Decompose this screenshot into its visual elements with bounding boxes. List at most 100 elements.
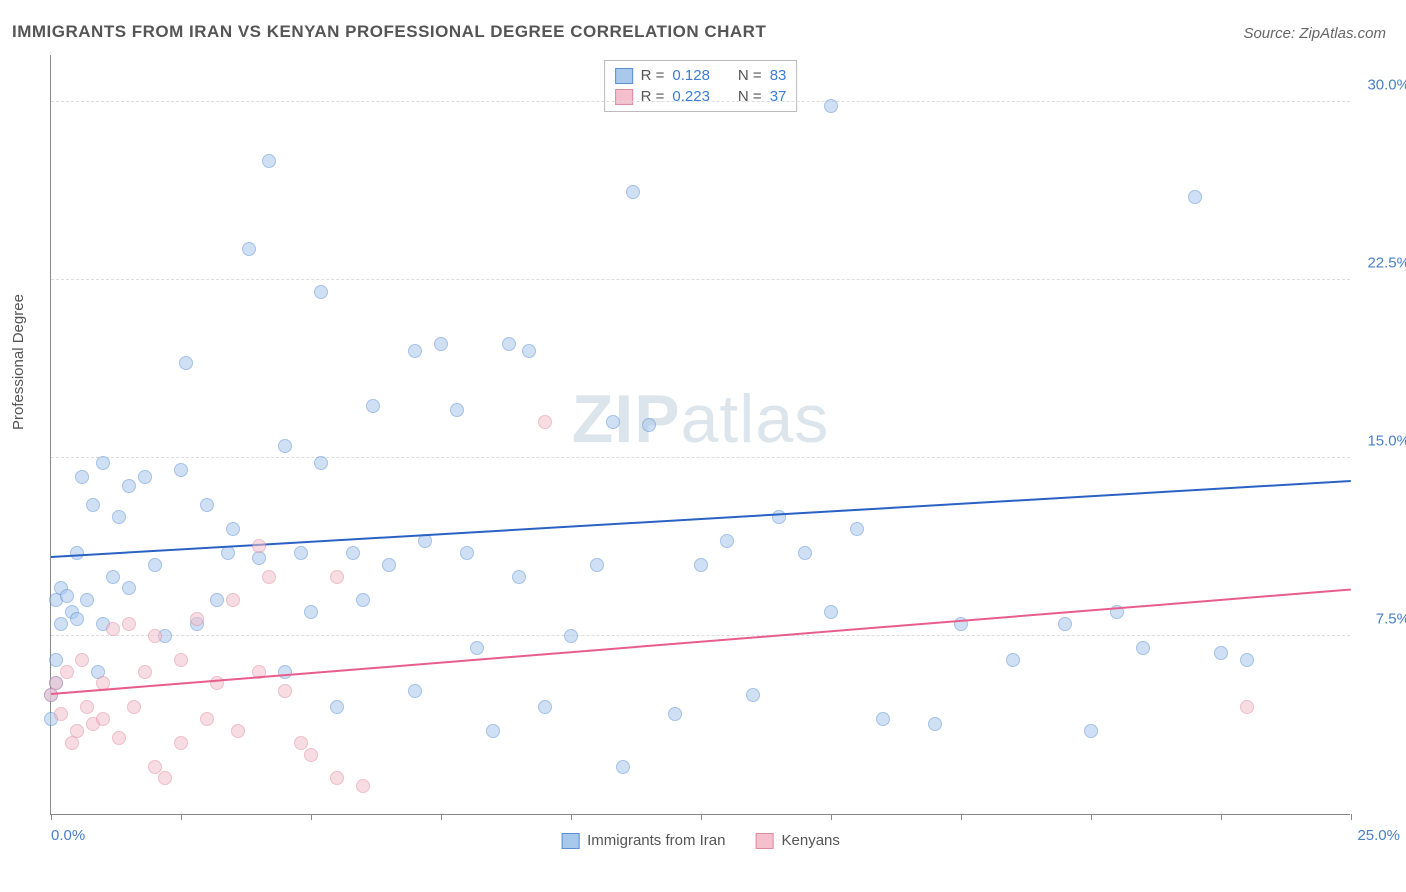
data-point bbox=[96, 712, 110, 726]
data-point bbox=[1188, 190, 1202, 204]
data-point bbox=[538, 415, 552, 429]
x-tick bbox=[311, 814, 312, 820]
data-point bbox=[148, 629, 162, 643]
data-point bbox=[70, 546, 84, 560]
data-point bbox=[158, 771, 172, 785]
data-point bbox=[278, 439, 292, 453]
data-point bbox=[242, 242, 256, 256]
data-point bbox=[262, 154, 276, 168]
data-point bbox=[112, 510, 126, 524]
data-point bbox=[330, 570, 344, 584]
x-tick bbox=[701, 814, 702, 820]
watermark-bold: ZIP bbox=[572, 381, 681, 457]
plot-area: ZIPatlas R =0.128N =83R =0.223N =37 Immi… bbox=[50, 55, 1350, 815]
data-point bbox=[70, 724, 84, 738]
data-point bbox=[80, 700, 94, 714]
legend-n-value: 37 bbox=[770, 88, 787, 105]
data-point bbox=[75, 470, 89, 484]
trendline bbox=[51, 480, 1351, 558]
data-point bbox=[798, 546, 812, 560]
series-legend-label: Kenyans bbox=[782, 832, 840, 849]
data-point bbox=[346, 546, 360, 560]
x-tick bbox=[1091, 814, 1092, 820]
legend-swatch bbox=[561, 833, 579, 849]
data-point bbox=[408, 344, 422, 358]
gridline bbox=[51, 457, 1350, 458]
data-point bbox=[564, 629, 578, 643]
data-point bbox=[668, 707, 682, 721]
data-point bbox=[330, 700, 344, 714]
data-point bbox=[226, 522, 240, 536]
data-point bbox=[49, 653, 63, 667]
data-point bbox=[60, 589, 74, 603]
series-legend-item: Immigrants from Iran bbox=[561, 832, 725, 849]
data-point bbox=[450, 403, 464, 417]
series-legend-item: Kenyans bbox=[756, 832, 840, 849]
x-tick bbox=[1221, 814, 1222, 820]
data-point bbox=[138, 665, 152, 679]
data-point bbox=[54, 707, 68, 721]
series-legend: Immigrants from Iran Kenyans bbox=[561, 832, 840, 849]
data-point bbox=[382, 558, 396, 572]
data-point bbox=[616, 760, 630, 774]
data-point bbox=[1240, 700, 1254, 714]
data-point bbox=[720, 534, 734, 548]
data-point bbox=[460, 546, 474, 560]
correlation-legend-row: R =0.223N =37 bbox=[615, 86, 787, 107]
chart-title: IMMIGRANTS FROM IRAN VS KENYAN PROFESSIO… bbox=[12, 22, 766, 42]
x-tick bbox=[831, 814, 832, 820]
data-point bbox=[127, 700, 141, 714]
data-point bbox=[1006, 653, 1020, 667]
data-point bbox=[356, 779, 370, 793]
data-point bbox=[148, 760, 162, 774]
data-point bbox=[200, 498, 214, 512]
data-point bbox=[1240, 653, 1254, 667]
correlation-legend-row: R =0.128N =83 bbox=[615, 65, 787, 86]
series-legend-label: Immigrants from Iran bbox=[587, 832, 725, 849]
data-point bbox=[434, 337, 448, 351]
x-tick bbox=[441, 814, 442, 820]
legend-swatch bbox=[615, 68, 633, 84]
data-point bbox=[179, 356, 193, 370]
y-axis-label: Professional Degree bbox=[10, 294, 27, 430]
data-point bbox=[876, 712, 890, 726]
data-point bbox=[122, 581, 136, 595]
data-point bbox=[174, 653, 188, 667]
data-point bbox=[626, 185, 640, 199]
data-point bbox=[824, 605, 838, 619]
data-point bbox=[210, 593, 224, 607]
data-point bbox=[746, 688, 760, 702]
data-point bbox=[470, 641, 484, 655]
chart-container: IMMIGRANTS FROM IRAN VS KENYAN PROFESSIO… bbox=[0, 0, 1406, 892]
x-tick bbox=[181, 814, 182, 820]
data-point bbox=[294, 546, 308, 560]
legend-n-label: N = bbox=[738, 88, 762, 105]
data-point bbox=[80, 593, 94, 607]
data-point bbox=[928, 717, 942, 731]
data-point bbox=[314, 456, 328, 470]
y-tick-label: 15.0% bbox=[1367, 432, 1406, 449]
data-point bbox=[522, 344, 536, 358]
data-point bbox=[96, 456, 110, 470]
data-point bbox=[590, 558, 604, 572]
y-tick-label: 22.5% bbox=[1367, 254, 1406, 271]
x-tick bbox=[571, 814, 572, 820]
gridline bbox=[51, 635, 1350, 636]
data-point bbox=[512, 570, 526, 584]
x-tick bbox=[1351, 814, 1352, 820]
data-point bbox=[112, 731, 126, 745]
data-point bbox=[122, 617, 136, 631]
legend-r-label: R = bbox=[641, 88, 665, 105]
legend-swatch bbox=[615, 89, 633, 105]
data-point bbox=[502, 337, 516, 351]
data-point bbox=[1084, 724, 1098, 738]
data-point bbox=[190, 612, 204, 626]
data-point bbox=[642, 418, 656, 432]
data-point bbox=[330, 771, 344, 785]
gridline bbox=[51, 101, 1350, 102]
data-point bbox=[304, 748, 318, 762]
y-tick-label: 30.0% bbox=[1367, 76, 1406, 93]
data-point bbox=[54, 617, 68, 631]
data-point bbox=[174, 736, 188, 750]
data-point bbox=[148, 558, 162, 572]
